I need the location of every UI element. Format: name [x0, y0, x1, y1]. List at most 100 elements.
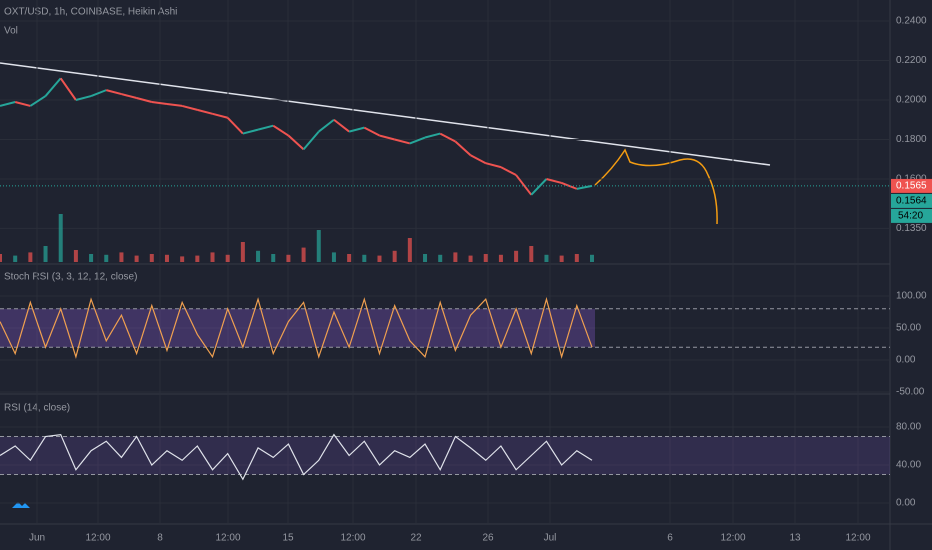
volume-bar	[423, 254, 428, 262]
volume-bar	[286, 254, 291, 262]
volume-label: Vol	[4, 26, 18, 37]
volume-bar	[559, 255, 564, 262]
price-segment	[212, 112, 228, 119]
volume-bar	[316, 230, 321, 262]
volume-bar	[438, 254, 443, 262]
volume-bar	[134, 255, 139, 262]
y-tick-label: -50.00	[896, 387, 925, 398]
price-segment	[44, 77, 62, 97]
stoch-line	[0, 296, 593, 360]
y-tick-label: 80.00	[896, 422, 921, 433]
volume-bar	[407, 238, 412, 262]
price-tag-text: 0.1565	[896, 181, 927, 192]
price-segment	[257, 124, 274, 131]
price-segment	[515, 174, 533, 196]
price-segment	[136, 97, 153, 103]
price-segment	[302, 130, 320, 151]
price-segment	[348, 126, 365, 133]
volume-bar	[195, 255, 200, 262]
price-segment	[14, 101, 31, 107]
price-segment	[287, 134, 305, 151]
price-segment	[151, 100, 168, 105]
x-tick-label: Jul	[544, 533, 557, 544]
price-segment	[485, 162, 502, 169]
volume-bar	[301, 247, 306, 262]
x-tick-label: 12:00	[340, 533, 365, 544]
price-segment	[226, 117, 244, 135]
price-tag	[891, 178, 932, 193]
countdown-tag	[891, 208, 932, 223]
volume-bar	[574, 254, 579, 262]
stoch-label: Stoch RSI (3, 3, 12, 12, close)	[4, 272, 137, 283]
x-tick-label: 12:00	[720, 533, 745, 544]
volume-bar	[73, 250, 78, 262]
volume-bar	[483, 254, 488, 262]
volume-bar	[119, 252, 124, 262]
volume-bar	[256, 250, 261, 262]
countdown-text: 54:20	[898, 211, 923, 222]
y-tick-label: 50.00	[896, 323, 921, 334]
price-segment	[363, 126, 380, 137]
volume-bar	[225, 254, 230, 262]
price-segment	[530, 178, 548, 196]
volume-bar	[149, 254, 154, 262]
volume-bar	[529, 246, 534, 262]
volume-bar	[180, 256, 185, 262]
price-segment	[318, 118, 335, 133]
volume-bar	[210, 252, 215, 262]
volume-bar	[362, 254, 367, 262]
chart-title: OXT/USD, 1h, COINBASE, Heikin Ashi	[4, 7, 177, 18]
price-tag	[891, 193, 932, 208]
x-tick-label: 6	[667, 533, 673, 544]
price-segment	[500, 166, 517, 176]
price-segment	[181, 104, 198, 111]
x-tick-label: Jun	[29, 533, 45, 544]
price-segment	[333, 118, 350, 133]
volume-bar	[468, 255, 473, 262]
x-tick-label: 22	[410, 533, 422, 544]
rsi-line	[0, 433, 593, 481]
price-segment	[242, 128, 259, 135]
y-tick-label: 0.2200	[896, 55, 927, 66]
volume-bar	[0, 254, 2, 262]
price-segment	[454, 140, 472, 157]
y-tick-label: 0.00	[896, 355, 916, 366]
rsi-band	[0, 436, 890, 475]
price-segment	[166, 102, 183, 107]
price-segment	[379, 134, 395, 141]
volume-bar	[498, 254, 503, 262]
price-segment	[576, 184, 593, 190]
price-segment	[29, 95, 47, 107]
price-segment	[561, 182, 578, 190]
price-segment	[470, 154, 487, 165]
y-tick-label: 0.2000	[896, 95, 927, 106]
x-tick-label: 13	[789, 533, 801, 544]
volume-bar	[89, 254, 94, 262]
y-tick-label: 0.00	[896, 498, 916, 509]
price-segment	[409, 136, 426, 145]
volume-bar	[331, 252, 336, 262]
stoch-band	[0, 308, 595, 348]
trend-line	[0, 62, 771, 166]
x-tick-label: 12:00	[845, 533, 870, 544]
price-segment	[197, 108, 213, 115]
price-segment	[0, 101, 16, 107]
volume-bar	[240, 242, 245, 262]
volume-bar	[514, 250, 519, 262]
price-segment	[394, 138, 411, 145]
volume-bar	[347, 254, 352, 262]
x-tick-label: 12:00	[215, 533, 240, 544]
y-tick-label: 0.2400	[896, 16, 927, 27]
volume-bar	[590, 254, 594, 262]
price-segment	[272, 124, 289, 137]
volume-bar	[453, 252, 458, 262]
y-tick-label: 0.1350	[896, 223, 927, 234]
volume-bar	[43, 246, 48, 262]
volume-bar	[164, 254, 169, 262]
price-segment	[90, 89, 107, 97]
price-segment	[75, 95, 92, 101]
x-tick-label: 15	[282, 533, 294, 544]
